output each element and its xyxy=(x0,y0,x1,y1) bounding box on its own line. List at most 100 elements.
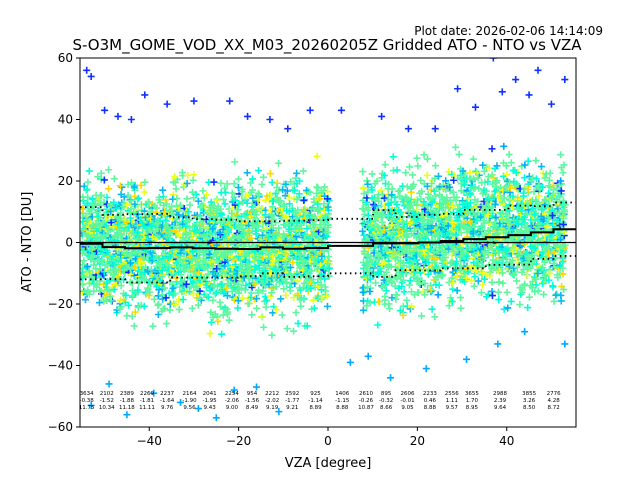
scatter-point xyxy=(172,185,180,193)
scatter-point xyxy=(96,287,104,295)
scatter-point xyxy=(103,193,111,201)
scatter-point xyxy=(366,287,374,295)
scatter-point xyxy=(495,296,503,304)
scatter-point xyxy=(219,311,227,319)
scatter-point xyxy=(447,294,455,302)
scatter-point xyxy=(232,211,240,219)
bin-mean: -1.64 xyxy=(160,398,175,404)
y-tick-label: −60 xyxy=(48,420,73,434)
scatter-point xyxy=(516,301,524,309)
scatter-point xyxy=(282,180,290,188)
scatter-point xyxy=(299,267,307,275)
bin-mean: -1.88 xyxy=(120,398,135,404)
scatter-point xyxy=(525,293,533,301)
scatter-point xyxy=(406,244,414,252)
scatter-point xyxy=(279,186,287,194)
scatter-point xyxy=(262,303,270,311)
bin-mean: 4.28 xyxy=(548,398,561,404)
scatter-point xyxy=(434,273,442,281)
scatter-point xyxy=(80,257,88,265)
scatter-point xyxy=(186,288,194,296)
scatter-point xyxy=(245,229,253,237)
scatter-point xyxy=(262,225,270,233)
scatter-point xyxy=(172,274,180,282)
bin-count: 2606 xyxy=(401,391,415,397)
scatter-point xyxy=(450,208,458,216)
outlier-point xyxy=(454,85,462,93)
scatter-point xyxy=(291,187,299,195)
scatter-point xyxy=(393,275,401,283)
scatter-point xyxy=(102,221,110,229)
scatter-point xyxy=(126,208,134,216)
scatter-point xyxy=(275,224,283,232)
scatter-point xyxy=(507,297,515,305)
plot-date: Plot date: 2026-02-06 14:14:09 xyxy=(414,24,603,38)
outlier-point xyxy=(105,380,113,388)
scatter-point xyxy=(176,283,184,291)
scatter-point xyxy=(234,297,242,305)
scatter-point xyxy=(176,201,184,209)
bin-mean: 3.26 xyxy=(523,398,536,404)
scatter-point xyxy=(259,231,266,239)
scatter-point xyxy=(366,257,374,265)
scatter-point xyxy=(202,263,210,271)
scatter-point xyxy=(159,186,167,194)
scatter-point xyxy=(277,295,285,303)
scatter-point xyxy=(283,187,291,195)
scatter-point xyxy=(398,283,406,291)
scatter-point xyxy=(364,188,372,196)
scatter-point xyxy=(406,277,414,285)
x-axis-label: VZA [degree] xyxy=(285,456,372,471)
scatter-point xyxy=(145,203,153,211)
scatter-point xyxy=(437,224,445,232)
scatter-point xyxy=(323,195,331,203)
scatter-point xyxy=(368,170,376,178)
outlier-point xyxy=(306,106,314,114)
scatter-point xyxy=(231,158,239,166)
scatter-point xyxy=(428,179,436,187)
scatter-point xyxy=(175,305,183,313)
scatter-point xyxy=(243,250,251,258)
scatter-point xyxy=(380,194,388,202)
x-axis-ticks: −40 −20 0 20 40 xyxy=(137,427,514,448)
scatter-point xyxy=(410,268,418,276)
scatter-point xyxy=(320,200,328,208)
scatter-point xyxy=(255,167,263,175)
scatter-point xyxy=(161,284,169,292)
scatter-point xyxy=(281,221,289,229)
scatter-point xyxy=(239,277,247,285)
scatter-point xyxy=(189,256,197,264)
scatter-point xyxy=(272,219,280,227)
scatter-point xyxy=(285,225,293,233)
scatter-point xyxy=(453,287,461,295)
scatter-point xyxy=(137,301,145,309)
outlier-point xyxy=(101,106,109,114)
scatter-point xyxy=(557,151,565,159)
scatter-point xyxy=(297,302,305,310)
scatter-point xyxy=(380,171,388,179)
scatter-point xyxy=(123,227,131,235)
scatter-point xyxy=(364,204,372,212)
scatter-point xyxy=(359,227,367,235)
scatter-point xyxy=(286,200,294,208)
scatter-point xyxy=(219,225,227,233)
bin-std: 9.05 xyxy=(401,405,414,411)
outlier-point xyxy=(190,97,198,105)
scatter-point xyxy=(127,197,135,205)
bin-std: 9.19 xyxy=(266,405,279,411)
scatter-point xyxy=(414,274,422,282)
scatter-point xyxy=(254,289,262,297)
scatter-point xyxy=(322,287,330,295)
scatter-point xyxy=(380,226,388,234)
scatter-point xyxy=(385,300,393,308)
scatter-point xyxy=(381,293,389,301)
scatter-point xyxy=(323,302,331,310)
scatter-point xyxy=(247,188,255,196)
scatter-point xyxy=(234,304,242,312)
scatter-point xyxy=(428,287,436,295)
bin-std: 11.18 xyxy=(119,405,135,411)
scatter-point xyxy=(309,276,317,284)
scatter-point xyxy=(427,286,435,294)
bin-count: 2988 xyxy=(493,391,507,397)
scatter-point xyxy=(393,166,401,174)
